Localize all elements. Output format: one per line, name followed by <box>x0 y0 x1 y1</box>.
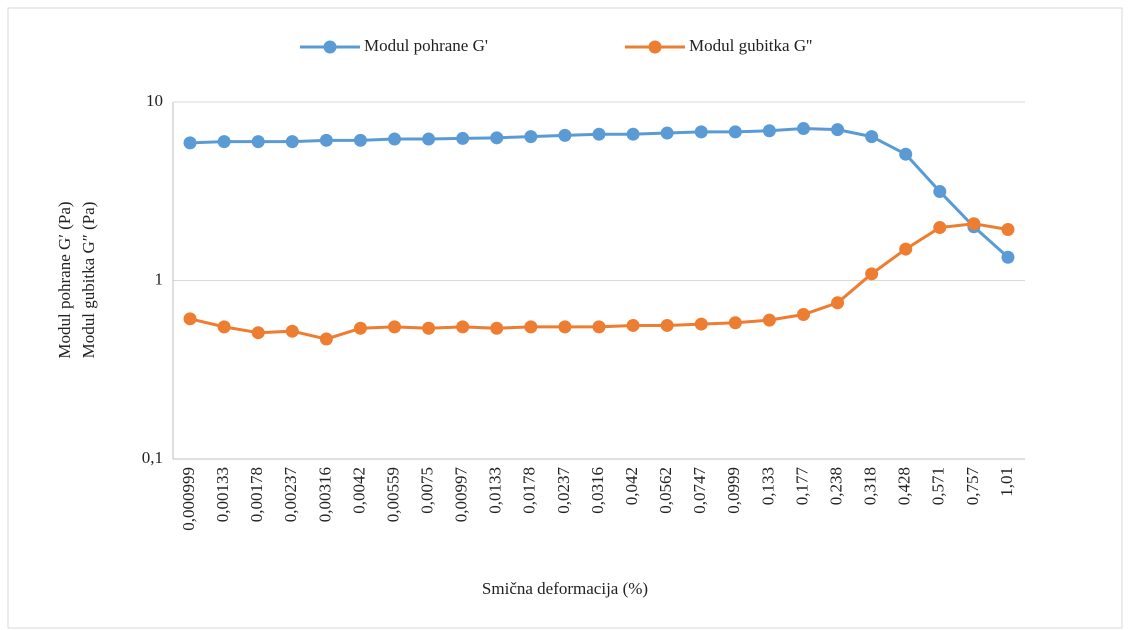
data-point <box>388 132 402 146</box>
x-tick-label: 0,318 <box>861 467 880 505</box>
x-tick-label: 0,238 <box>826 467 845 505</box>
data-point <box>626 127 640 141</box>
data-point <box>1001 223 1015 237</box>
data-point <box>933 185 947 199</box>
x-tick-label: 0,0237 <box>554 467 573 514</box>
y-axis-title: Modul pohrane G′ (Pa) <box>55 201 74 358</box>
x-tick-label: 0,0562 <box>656 467 675 514</box>
series-line <box>189 127 1009 259</box>
data-point <box>217 135 231 149</box>
data-point <box>592 127 606 141</box>
x-tick-label: 0,0747 <box>690 467 709 514</box>
x-tick-label: 0,00316 <box>315 467 334 522</box>
data-point <box>831 123 845 137</box>
data-point <box>592 320 606 334</box>
x-tick-label: 0,00237 <box>281 467 300 523</box>
data-point <box>899 147 913 161</box>
chart-border <box>7 7 1123 629</box>
x-tick-label: 0,0075 <box>418 467 437 514</box>
data-point <box>865 130 879 144</box>
data-point <box>251 326 265 340</box>
data-point <box>831 296 845 310</box>
x-tick-label: 0,0133 <box>486 467 505 514</box>
data-point <box>285 135 299 149</box>
x-tick-label: 1,01 <box>997 467 1016 497</box>
y-tick-label: 1 <box>155 269 164 288</box>
data-point <box>490 321 504 335</box>
data-point <box>388 320 402 334</box>
data-point <box>456 320 470 334</box>
data-point <box>319 133 333 147</box>
legend-label: Modul gubitka G'' <box>689 36 812 55</box>
data-point <box>422 132 436 146</box>
data-point <box>524 320 538 334</box>
x-axis-title: Smična deformacija (%) <box>482 579 648 598</box>
x-tick-label: 0,0042 <box>349 467 368 514</box>
y-tick-label: 10 <box>146 91 163 110</box>
data-point <box>524 130 538 144</box>
data-point <box>762 313 776 327</box>
data-point <box>183 136 197 150</box>
legend-marker <box>323 40 337 54</box>
x-tick-label: 0,00178 <box>247 467 266 522</box>
x-tick-label: 0,428 <box>895 467 914 505</box>
data-point <box>558 128 572 142</box>
x-tick-label: 0,757 <box>963 467 982 506</box>
data-point <box>796 122 810 136</box>
data-point <box>728 125 742 139</box>
data-point <box>865 267 879 281</box>
data-point <box>626 318 640 332</box>
data-point <box>694 125 708 139</box>
data-point <box>558 320 572 334</box>
data-point <box>353 133 367 147</box>
data-point <box>217 320 231 334</box>
x-tick-label: 0,00997 <box>452 467 471 523</box>
data-point <box>694 317 708 331</box>
x-tick-label: 0,000999 <box>179 467 198 531</box>
data-point <box>490 131 504 145</box>
legend-marker <box>648 40 662 54</box>
data-point <box>660 126 674 140</box>
data-point <box>728 316 742 330</box>
data-point <box>285 324 299 338</box>
x-tick-label: 0,00559 <box>383 467 402 522</box>
data-point <box>899 242 913 256</box>
data-point <box>456 131 470 145</box>
x-tick-label: 0,0316 <box>588 467 607 514</box>
x-tick-label: 0,571 <box>929 467 948 505</box>
data-point <box>183 312 197 326</box>
data-point <box>422 321 436 335</box>
data-point <box>660 318 674 332</box>
y-axis-title: Modul gubitka G″ (Pa) <box>79 202 98 359</box>
x-tick-label: 0,133 <box>758 467 777 505</box>
x-tick-label: 0,042 <box>622 467 641 505</box>
data-point <box>796 307 810 321</box>
legend-label: Modul pohrane G' <box>364 36 488 55</box>
x-tick-label: 0,00133 <box>213 467 232 522</box>
data-point <box>353 321 367 335</box>
x-tick-label: 0,177 <box>792 467 811 506</box>
data-point <box>1001 250 1015 264</box>
data-point <box>967 217 981 231</box>
data-point <box>762 124 776 138</box>
data-point <box>933 221 947 235</box>
x-tick-label: 0,0178 <box>520 467 539 514</box>
data-point <box>251 135 265 149</box>
data-point <box>319 332 333 346</box>
x-tick-label: 0,0999 <box>724 467 743 514</box>
y-tick-label: 0,1 <box>142 448 163 467</box>
